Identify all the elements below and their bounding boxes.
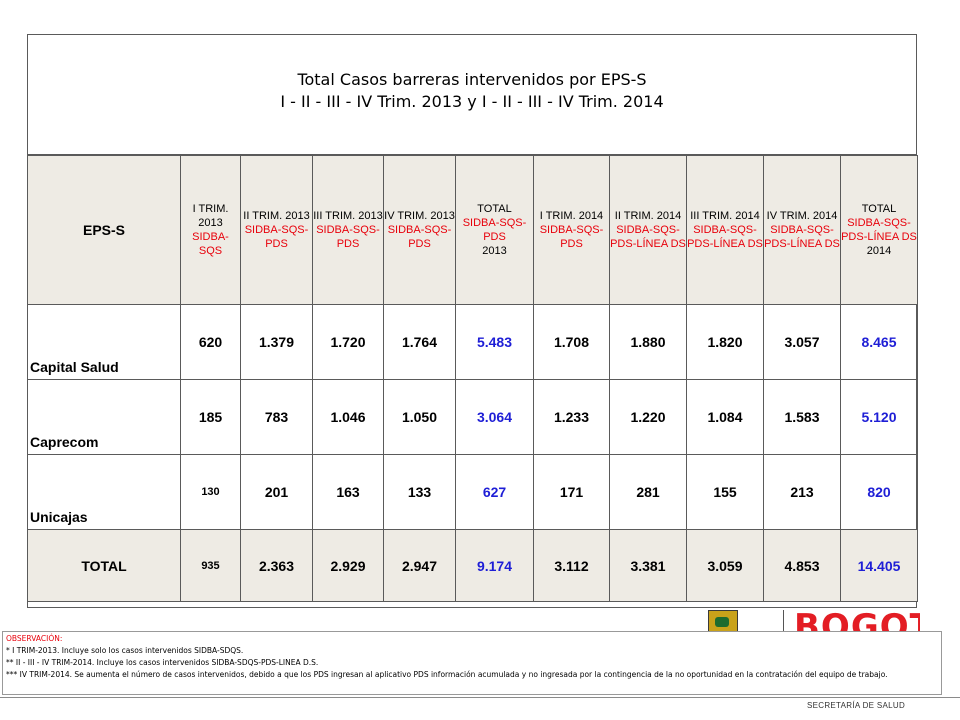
value-cell: 1.050 xyxy=(383,379,456,455)
title-line-1: Total Casos barreras intervenidos por EP… xyxy=(297,70,647,89)
total-2014-cell: 14.405 xyxy=(840,529,918,602)
logo-area: BOGOTÁ xyxy=(700,608,920,632)
column-header: III TRIM. 2013 SIDBA-SQS-PDS xyxy=(312,155,384,305)
value-cell: 783 xyxy=(240,379,313,455)
column-header: IV TRIM. 2013 SIDBA-SQS-PDS xyxy=(383,155,456,305)
value-cell: 2.363 xyxy=(240,529,313,602)
value-cell: 171 xyxy=(533,454,610,530)
eps-name-cell: Capital Salud xyxy=(27,304,181,380)
brand-logo: BOGOTÁ xyxy=(794,608,920,632)
column-header: TOTAL SIDBA-SQS-PDS 2013 xyxy=(455,155,534,305)
table-header-row: EPS-S I TRIM. 2013 SIDBA-SQS II TRIM. 201… xyxy=(27,155,918,305)
coat-of-arms-icon xyxy=(708,610,738,632)
value-cell: 2.929 xyxy=(312,529,384,602)
value-cell: 1.046 xyxy=(312,379,384,455)
total-2013-cell: 627 xyxy=(455,454,534,530)
column-header: IV TRIM. 2014 SIDBA-SQS-PDS-LÍNEA DS xyxy=(763,155,841,305)
observation-line: *** IV TRIM-2014. Se aumenta el número d… xyxy=(6,670,888,679)
value-cell: 1.583 xyxy=(763,379,841,455)
value-cell: 4.853 xyxy=(763,529,841,602)
table-row: Capital Salud 620 1.379 1.720 1.764 5.48… xyxy=(27,304,918,380)
value-cell: 2.947 xyxy=(383,529,456,602)
value-cell: 130 xyxy=(180,454,241,530)
observation-line: * I TRIM-2013. Incluye solo los casos in… xyxy=(6,646,244,655)
value-cell: 3.057 xyxy=(763,304,841,380)
observations-box: OBSERVACIÓN: * I TRIM-2013. Incluye solo… xyxy=(2,631,942,695)
observations-title: OBSERVACIÓN: xyxy=(6,634,63,643)
value-cell: 1.708 xyxy=(533,304,610,380)
value-cell: 935 xyxy=(180,529,241,602)
footer-label: SECRETARÍA DE SALUD xyxy=(807,701,906,710)
value-cell: 1.220 xyxy=(609,379,687,455)
value-cell: 201 xyxy=(240,454,313,530)
column-header: I TRIM. 2014 SIDBA-SQS-PDS xyxy=(533,155,610,305)
value-cell: 281 xyxy=(609,454,687,530)
column-header: II TRIM. 2013 SIDBA-SQS-PDS xyxy=(240,155,313,305)
value-cell: 1.720 xyxy=(312,304,384,380)
column-header: III TRIM. 2014 SIDBA-SQS-PDS-LÍNEA DS xyxy=(686,155,764,305)
cases-table: EPS-S I TRIM. 2013 SIDBA-SQS II TRIM. 201… xyxy=(27,155,918,602)
total-2013-cell: 9.174 xyxy=(455,529,534,602)
value-cell: 3.381 xyxy=(609,529,687,602)
value-cell: 3.059 xyxy=(686,529,764,602)
value-cell: 3.112 xyxy=(533,529,610,602)
table-total-row: TOTAL 935 2.363 2.929 2.947 9.174 3.112 … xyxy=(27,529,918,602)
value-cell: 185 xyxy=(180,379,241,455)
total-2014-cell: 820 xyxy=(840,454,918,530)
column-header-eps: EPS-S xyxy=(27,155,181,305)
value-cell: 1.084 xyxy=(686,379,764,455)
title-line-2: I - II - III - IV Trim. 2013 y I - II - … xyxy=(280,92,664,111)
total-2013-cell: 5.483 xyxy=(455,304,534,380)
eps-name-cell: Caprecom xyxy=(27,379,181,455)
observation-line: ** II - III - IV TRIM-2014. Incluye los … xyxy=(6,658,319,667)
table-row: Unicajas 130 201 163 133 627 171 281 155… xyxy=(27,454,918,530)
value-cell: 620 xyxy=(180,304,241,380)
total-2013-cell: 3.064 xyxy=(455,379,534,455)
value-cell: 1.233 xyxy=(533,379,610,455)
logo-divider xyxy=(783,610,784,632)
value-cell: 1.764 xyxy=(383,304,456,380)
total-2014-cell: 5.120 xyxy=(840,379,918,455)
footer-divider xyxy=(0,697,960,698)
value-cell: 163 xyxy=(312,454,384,530)
table-row: Caprecom 185 783 1.046 1.050 3.064 1.233… xyxy=(27,379,918,455)
value-cell: 1.820 xyxy=(686,304,764,380)
report-title: Total Casos barreras intervenidos por EP… xyxy=(27,34,917,155)
eps-name-cell: Unicajas xyxy=(27,454,181,530)
value-cell: 213 xyxy=(763,454,841,530)
value-cell: 155 xyxy=(686,454,764,530)
total-2014-cell: 8.465 xyxy=(840,304,918,380)
value-cell: 133 xyxy=(383,454,456,530)
column-header: I TRIM. 2013 SIDBA-SQS xyxy=(180,155,241,305)
column-header: TOTAL SIDBA-SQS-PDS-LÍNEA DS 2014 xyxy=(840,155,918,305)
total-label-cell: TOTAL xyxy=(27,529,181,602)
value-cell: 1.379 xyxy=(240,304,313,380)
column-header: II TRIM. 2014 SIDBA-SQS-PDS-LÍNEA DS xyxy=(609,155,687,305)
value-cell: 1.880 xyxy=(609,304,687,380)
